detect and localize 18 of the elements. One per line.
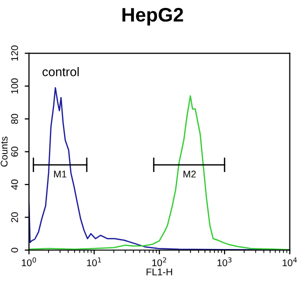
y-tick-label: 120 bbox=[11, 46, 18, 61]
y-tick-label: 40 bbox=[11, 179, 18, 190]
x-tick-label: 10$^{3}$ bbox=[218, 257, 232, 266]
x-axis-title: FL1-H bbox=[146, 268, 172, 276]
y-tick-label: 60 bbox=[11, 146, 18, 157]
x-tick-label: 10$^{0}$ bbox=[22, 257, 36, 266]
x-tick-label: 10$^{1}$ bbox=[87, 257, 101, 266]
y-axis-title: Counts bbox=[0, 136, 8, 167]
annotation: M2 bbox=[184, 170, 196, 178]
y-tick-label: 100 bbox=[11, 78, 18, 94]
y-tick-label: 0 bbox=[11, 248, 18, 252]
x-tick-label: 10$^{4}$ bbox=[282, 257, 297, 266]
chart-title: HepG2 bbox=[122, 8, 184, 26]
x-tick-label: 10$^{2}$ bbox=[152, 257, 166, 266]
annotation: control bbox=[42, 67, 79, 76]
y-tick-label: 20 bbox=[11, 212, 18, 222]
y-tick-label: 80 bbox=[11, 114, 18, 124]
annotation: M1 bbox=[54, 170, 66, 178]
